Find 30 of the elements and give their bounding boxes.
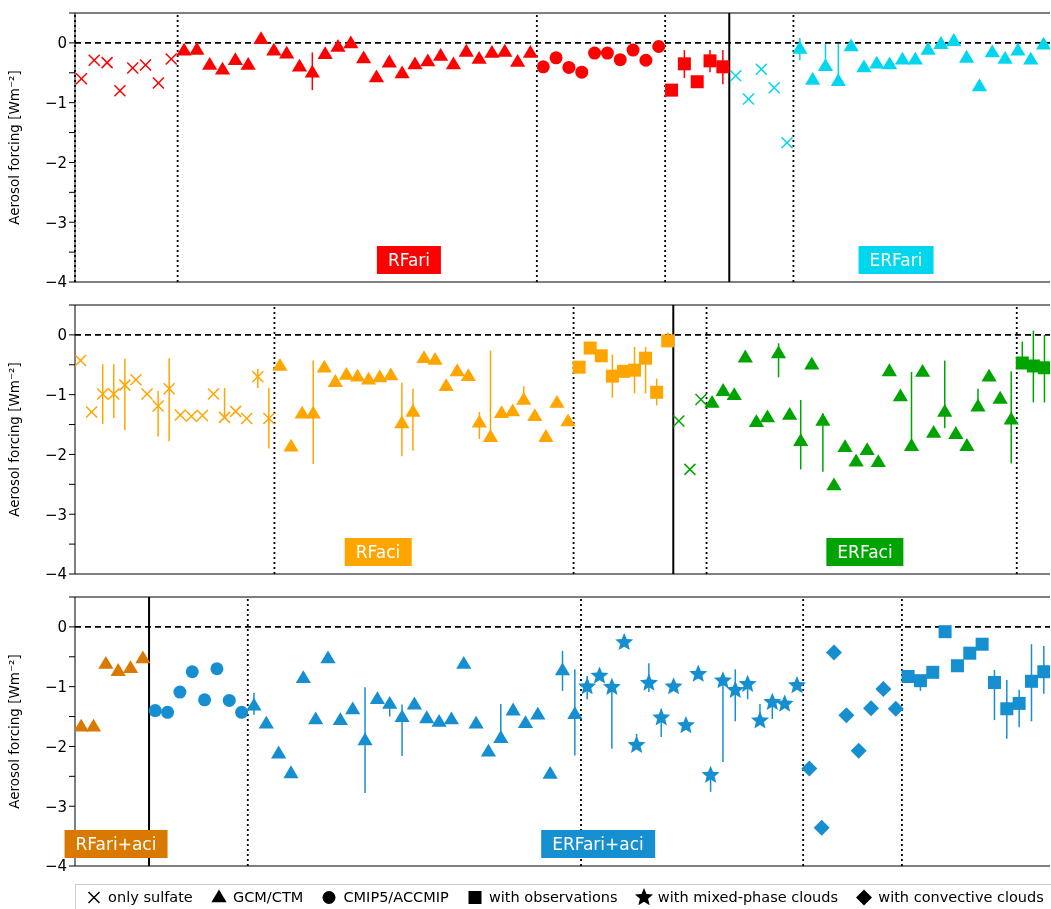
y-tick-label: 0 [57, 618, 67, 637]
y-tick-label: −2 [44, 153, 67, 172]
y-tick-label: −3 [44, 505, 67, 524]
y-tick-label: −1 [44, 677, 67, 696]
text: GCM/CTM [233, 889, 304, 905]
annotation: ERFari [858, 246, 934, 274]
annotation: RFari [376, 246, 442, 274]
y-axis-title: Aerosol forcing [Wm⁻²] [5, 70, 22, 225]
text: with mixed-phase clouds [657, 889, 839, 905]
y-tick-label: −1 [44, 93, 67, 112]
y-tick-label: −4 [44, 273, 67, 292]
y-tick-label: 0 [57, 326, 67, 345]
y-tick-label: 0 [57, 34, 67, 53]
y-tick-label: −3 [44, 797, 67, 816]
annotation: ERFaci [826, 538, 904, 566]
text: with convective clouds [878, 889, 1044, 905]
y-tick-label: −3 [44, 213, 67, 232]
y-tick-label: −1 [44, 385, 67, 404]
y-tick-label: −2 [44, 445, 67, 464]
y-tick-label: −4 [44, 565, 67, 584]
y-tick-label: −2 [44, 737, 67, 756]
text: only sulfate [108, 889, 193, 905]
text: CMIP5/ACCMIP [343, 889, 449, 905]
annotation: ERFari+aci [541, 830, 655, 858]
text: with observations [488, 889, 618, 905]
y-tick-label: −4 [44, 857, 67, 876]
y-axis-title: Aerosol forcing [Wm⁻²] [5, 362, 22, 517]
annotation: RFaci [344, 538, 412, 566]
y-axis-title: Aerosol forcing [Wm⁻²] [5, 654, 22, 809]
annotation: RFari+aci [64, 830, 168, 858]
